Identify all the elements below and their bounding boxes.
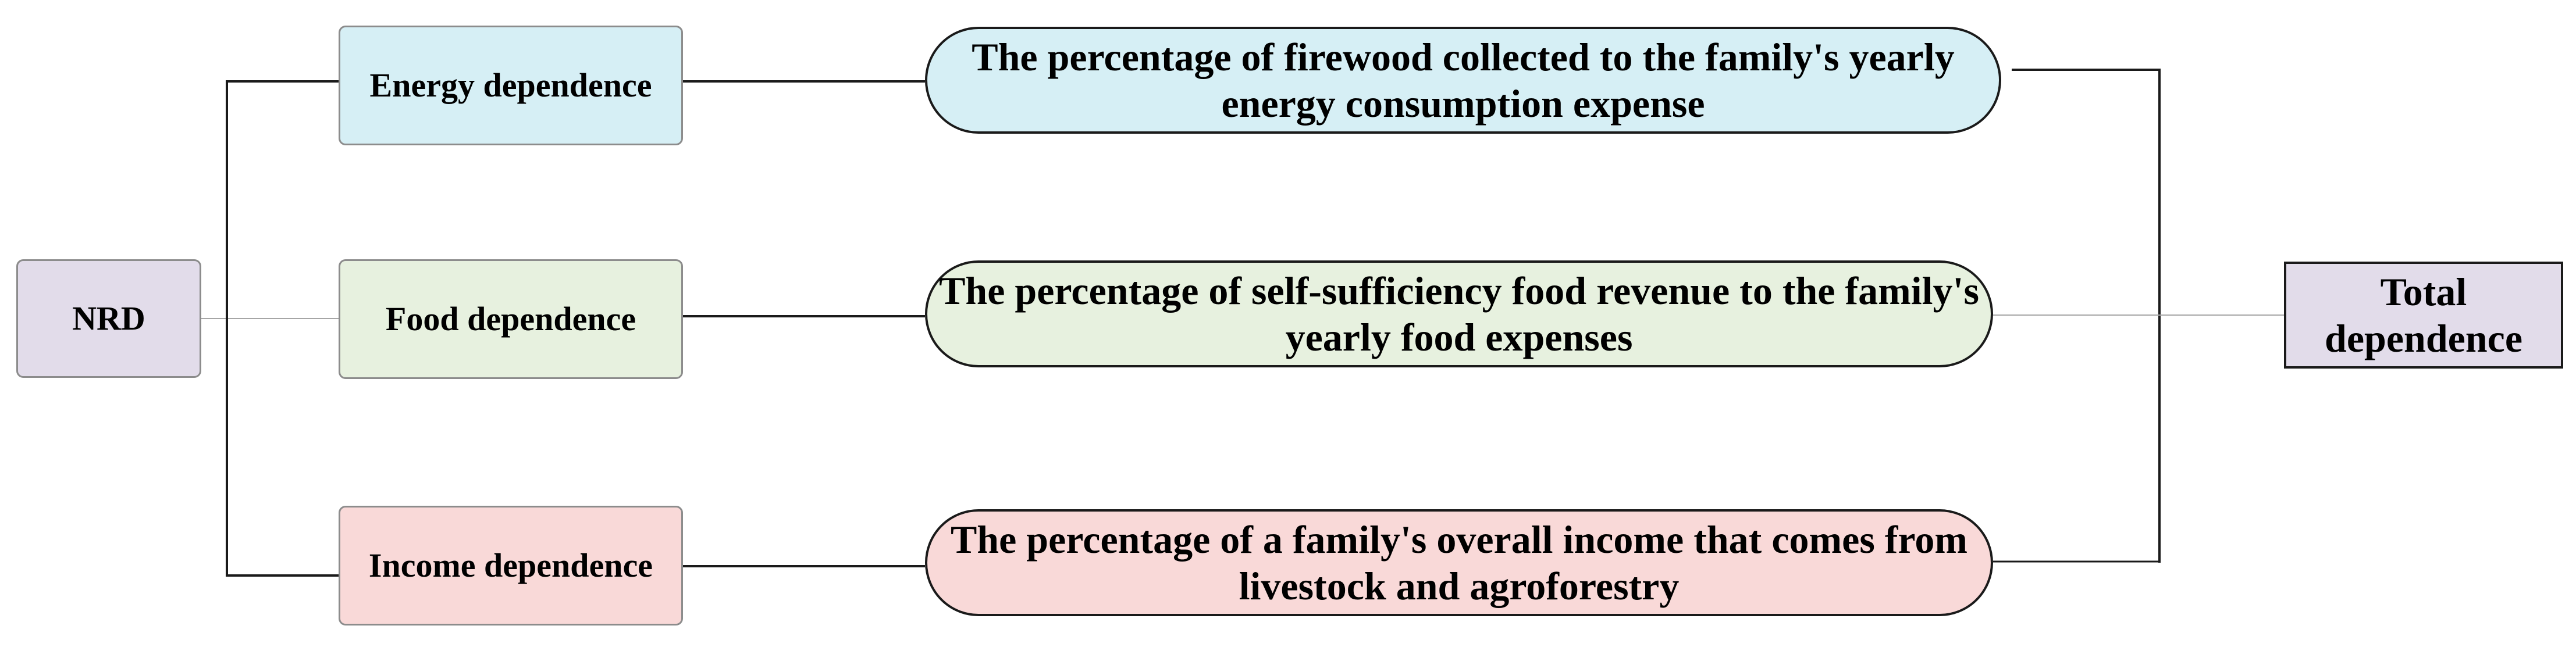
total-dependence-line-2: dependence [2325, 316, 2522, 360]
total-dependence-node: Total dependence [2284, 262, 2563, 369]
nrd-node: NRD [16, 259, 201, 378]
income-dependence-definition: The percentage of a family's overall inc… [925, 509, 1993, 616]
energy-definition-line-1: The percentage of firewood collected to … [972, 35, 1955, 79]
energy-dependence-node: Energy dependence [339, 26, 683, 145]
food-definition-line-2: yearly food expenses [1285, 315, 1633, 359]
total-dependence-line-1: Total [2380, 270, 2467, 314]
food-definition-line-1: The percentage of self-sufficiency food … [939, 269, 1979, 313]
energy-dependence-definition: The percentage of firewood collected to … [925, 27, 2001, 134]
food-dependence-node: Food dependence [339, 259, 683, 379]
energy-definition-line-2: energy consumption expense [1221, 81, 1705, 126]
energy-dependence-label: Energy dependence [369, 66, 652, 104]
income-dependence-node: Income dependence [339, 506, 683, 625]
nrd-node-label: NRD [72, 299, 145, 337]
income-definition-line-1: The percentage of a family's overall inc… [950, 517, 1968, 562]
food-dependence-definition: The percentage of self-sufficiency food … [925, 260, 1993, 367]
food-dependence-label: Food dependence [385, 299, 636, 338]
income-definition-line-2: livestock and agroforestry [1239, 564, 1680, 608]
income-dependence-label: Income dependence [368, 546, 653, 584]
